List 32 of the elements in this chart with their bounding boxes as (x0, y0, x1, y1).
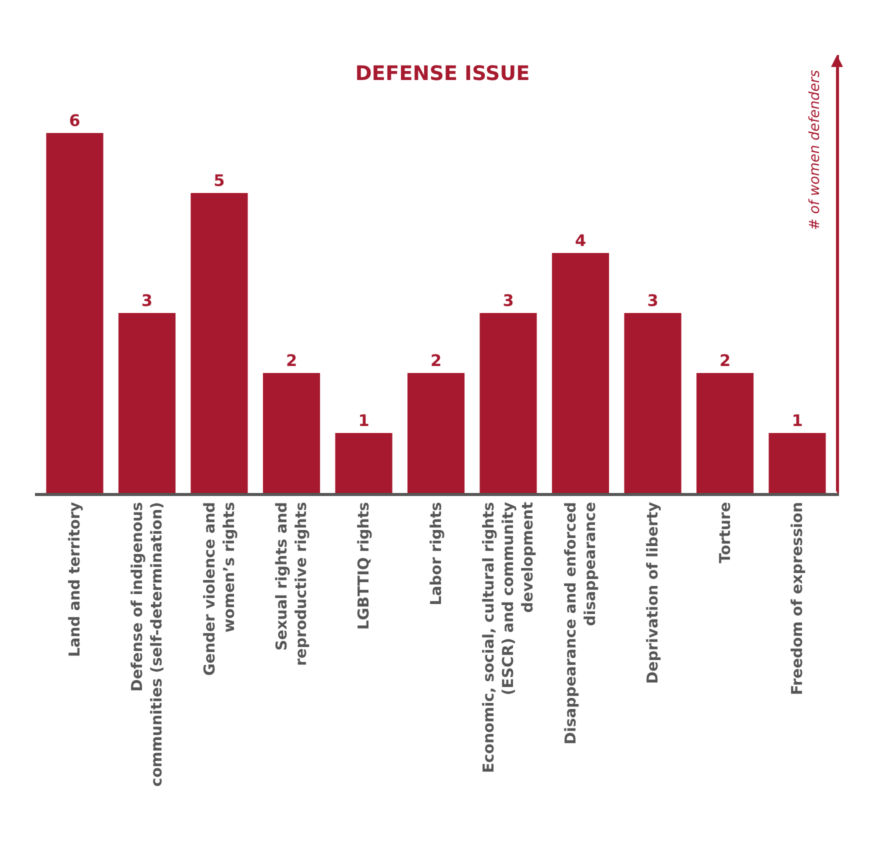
bar (480, 313, 537, 493)
x-tick-label: Freedom of expression (788, 502, 806, 696)
bar (552, 253, 610, 493)
x-tick-label: Torture (716, 502, 734, 564)
data-label: 2 (430, 351, 442, 370)
bar (624, 313, 682, 493)
bar (118, 313, 176, 493)
data-label: 5 (214, 171, 225, 190)
bar (335, 433, 392, 493)
x-tick-label: Labor rights (426, 502, 445, 606)
data-label: 3 (502, 291, 514, 310)
data-label: 1 (358, 411, 370, 430)
x-tick-label: Defense of indigenous communities (self-determination) (128, 502, 166, 787)
x-tick-label: LGBTTIQ rights (354, 502, 373, 630)
x-tick-label: Deprivation of liberty (644, 502, 662, 684)
bar (407, 373, 465, 493)
data-label: 3 (647, 291, 658, 310)
x-tick-label: Economic, social, cultural rights (ESCR) and community development (480, 502, 537, 773)
data-label: 2 (286, 351, 298, 370)
bar (190, 193, 248, 493)
data-label: 6 (69, 111, 80, 130)
data-label: 4 (574, 231, 586, 250)
x-tick-label: Land and territory (66, 502, 84, 658)
bar (262, 373, 320, 493)
bar (768, 433, 826, 493)
data-label: 2 (719, 351, 731, 370)
chart-title: DEFENSE ISSUE (355, 61, 530, 85)
data-label: 1 (792, 411, 803, 430)
data-label: 3 (141, 291, 153, 310)
y-axis-title: # of women defenders (806, 70, 823, 230)
bar (46, 133, 104, 493)
bar (696, 373, 754, 493)
